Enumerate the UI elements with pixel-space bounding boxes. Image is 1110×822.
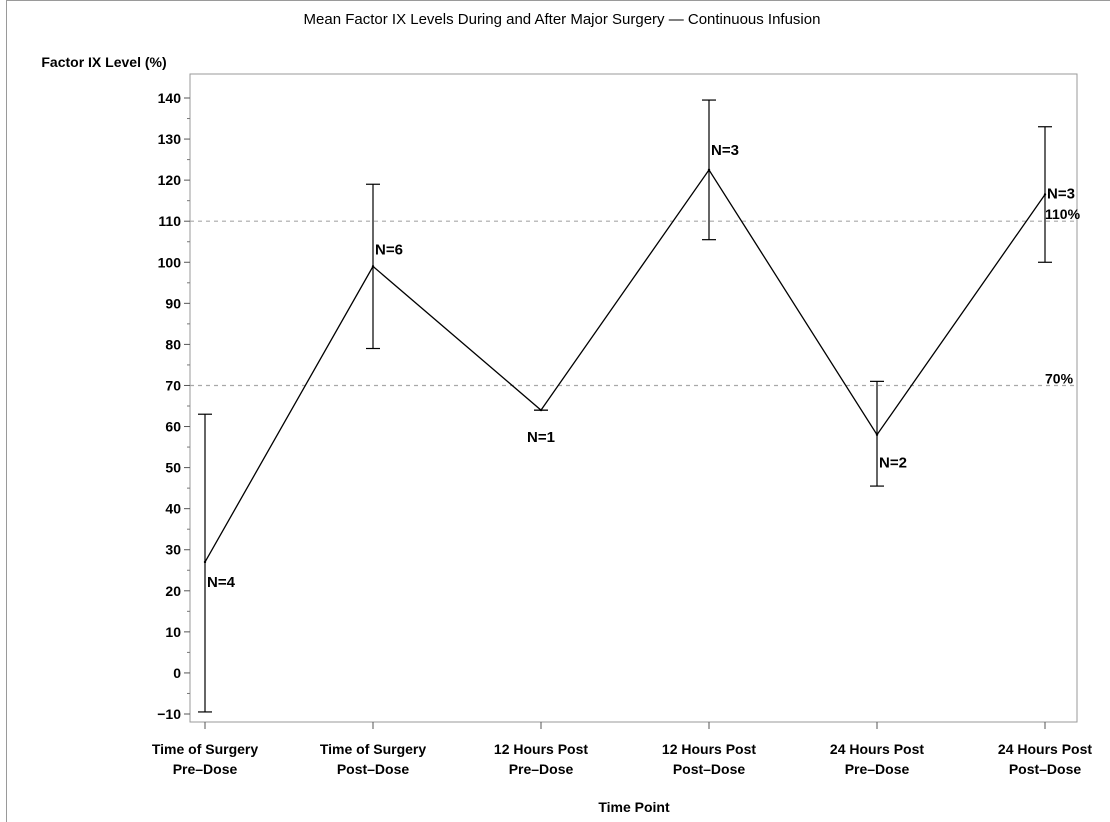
figure-border-top xyxy=(6,0,1110,1)
y-tick-label: 140 xyxy=(158,90,182,106)
y-tick-label: 50 xyxy=(165,460,181,476)
y-tick-label: 20 xyxy=(165,583,181,599)
x-tick-label: Pre–Dose xyxy=(845,761,910,777)
data-point xyxy=(539,408,543,412)
y-tick-label: 100 xyxy=(158,254,182,270)
x-axis-label: Time Point xyxy=(598,799,670,815)
y-tick-label: 120 xyxy=(158,172,182,188)
y-tick-label: −10 xyxy=(157,706,181,722)
n-label: N=3 xyxy=(711,142,739,159)
y-axis-label: Factor IX Level (%) xyxy=(41,54,166,70)
data-point xyxy=(707,168,711,172)
x-tick-label: Post–Dose xyxy=(673,761,746,777)
n-label: N=6 xyxy=(375,241,403,258)
reference-line-label: 110% xyxy=(1045,206,1081,222)
data-point xyxy=(1043,193,1047,196)
n-label: N=3 xyxy=(1047,186,1075,203)
x-tick-label: Time of Surgery xyxy=(320,741,427,757)
y-tick-label: 80 xyxy=(165,336,181,352)
x-tick-label: 12 Hours Post xyxy=(494,741,588,757)
y-tick-label: 40 xyxy=(165,501,181,517)
plot-layer: −10 0 10 20 30 40 50 60 70 80 90 100 110 120 130 140 Tim… xyxy=(152,90,1093,777)
n-label: N=1 xyxy=(527,429,555,446)
y-tick-label: 10 xyxy=(165,624,181,640)
chart-title: Mean Factor IX Levels During and After M… xyxy=(304,11,821,28)
n-label: N=4 xyxy=(207,574,236,591)
x-tick-label: Time of Surgery xyxy=(152,741,259,757)
y-tick-label: 90 xyxy=(165,295,181,311)
y-tick-label: 30 xyxy=(165,542,181,558)
x-tick-label: 12 Hours Post xyxy=(662,741,756,757)
y-tick-label: 70 xyxy=(165,377,181,393)
x-tick-label: 24 Hours Post xyxy=(998,741,1092,757)
x-tick-label: 24 Hours Post xyxy=(830,741,924,757)
x-tick-label: Pre–Dose xyxy=(173,761,238,777)
y-tick-label: 0 xyxy=(173,665,181,681)
data-point xyxy=(875,433,879,436)
x-tick-label: Post–Dose xyxy=(1009,761,1082,777)
y-tick-label: 130 xyxy=(158,131,182,147)
y-tick-label: 110 xyxy=(158,213,181,229)
series-line xyxy=(204,168,1046,563)
reference-line-label: 70% xyxy=(1045,370,1074,386)
plot-area-frame xyxy=(189,73,1078,723)
n-label: N=2 xyxy=(879,455,907,472)
x-tick-label: Post–Dose xyxy=(337,761,410,777)
figure-border-left xyxy=(6,0,7,822)
data-point xyxy=(371,265,375,268)
y-tick-label: 60 xyxy=(165,419,181,435)
data-point xyxy=(203,560,207,564)
x-tick-label: Pre–Dose xyxy=(509,761,574,777)
